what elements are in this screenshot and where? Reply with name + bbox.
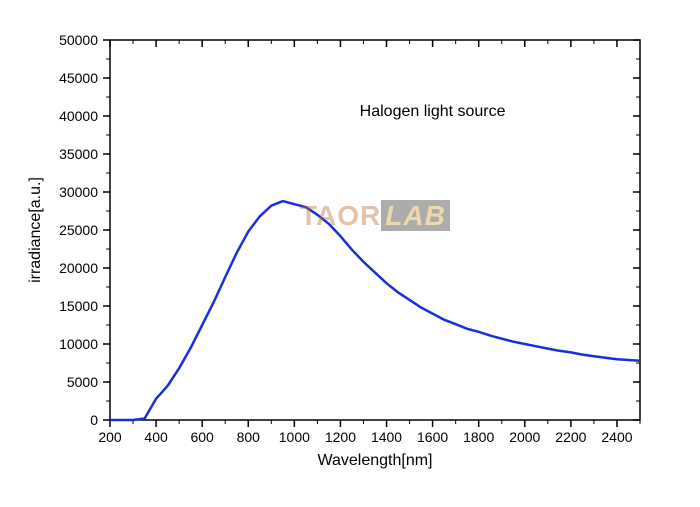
y-tick-label: 0 xyxy=(90,412,98,428)
y-tick-label: 10000 xyxy=(59,336,98,352)
spectrum-chart: 200 400 600 800 1000 1200 1400 1600 1800 2000 2200… xyxy=(0,0,700,507)
y-tick-label: 5000 xyxy=(67,374,98,390)
y-tick-label: 30000 xyxy=(59,184,98,200)
chart-title: Halogen light source xyxy=(360,103,506,120)
y-axis-label: irradiance[a.u.] xyxy=(27,177,44,283)
x-tick-label: 1600 xyxy=(417,429,448,445)
x-tick-label: 1200 xyxy=(325,429,356,445)
y-tick-label: 45000 xyxy=(59,70,98,86)
x-tick-label: 1800 xyxy=(463,429,494,445)
x-tick-label: 400 xyxy=(144,429,168,445)
y-tick-label: 35000 xyxy=(59,146,98,162)
x-tick-label: 200 xyxy=(98,429,122,445)
y-tick-label: 50000 xyxy=(59,32,98,48)
x-tick-label: 1400 xyxy=(371,429,402,445)
chart-container: { "chart": { "type": "line", "title_text… xyxy=(0,0,700,507)
spectrum-line xyxy=(110,201,640,420)
x-tick-label: 2200 xyxy=(555,429,586,445)
x-tick-label: 2000 xyxy=(509,429,540,445)
x-tick-label: 600 xyxy=(190,429,214,445)
x-tick-label: 1000 xyxy=(279,429,310,445)
x-tick-label: 800 xyxy=(237,429,261,445)
y-tick-label: 15000 xyxy=(59,298,98,314)
plot-border xyxy=(110,40,640,420)
y-tick-label: 25000 xyxy=(59,222,98,238)
x-tick-label: 2400 xyxy=(601,429,632,445)
x-axis-label: Wavelength[nm] xyxy=(317,452,432,469)
y-tick-label: 20000 xyxy=(59,260,98,276)
y-tick-label: 40000 xyxy=(59,108,98,124)
